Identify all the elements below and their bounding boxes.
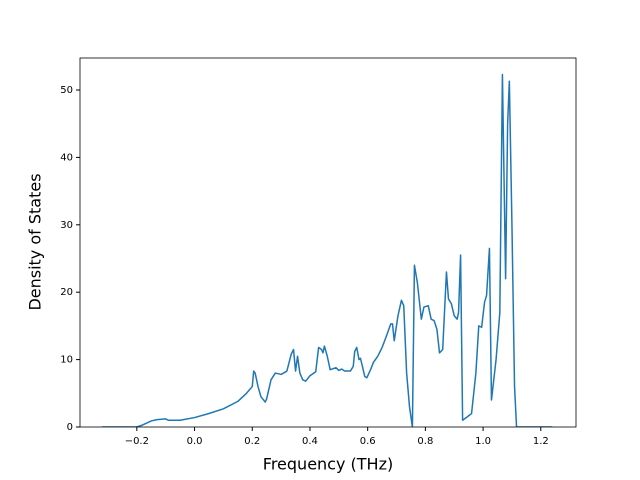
y-tick-label: 0 [67, 422, 73, 433]
y-tick-label: 20 [60, 287, 73, 298]
x-tick-label: 0.6 [360, 436, 376, 447]
x-tick-label: 0.0 [187, 436, 203, 447]
data-line [102, 73, 553, 427]
x-tick-label: 1.2 [533, 436, 549, 447]
y-tick-label: 10 [60, 355, 73, 366]
x-tick-label: −0.2 [125, 436, 149, 447]
y-axis-label: Density of States [26, 173, 45, 310]
plot-frame [79, 57, 577, 428]
x-tick-label: 0.8 [417, 436, 433, 447]
x-tick-label: 0.2 [244, 436, 260, 447]
y-tick-label: 40 [60, 152, 73, 163]
x-tick-label: 0.4 [302, 436, 318, 447]
x-tick-label: 1.0 [475, 436, 491, 447]
y-tick-label: 50 [60, 85, 73, 96]
y-tick-label: 30 [60, 220, 73, 231]
x-axis-label: Frequency (THz) [263, 455, 393, 474]
